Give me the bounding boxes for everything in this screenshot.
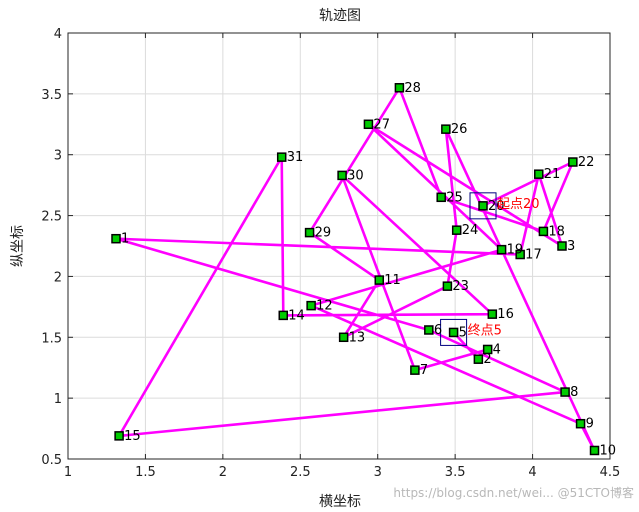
point-marker — [534, 169, 544, 179]
point-label: 9 — [586, 417, 594, 432]
y-tick-label: 2 — [54, 270, 62, 285]
y-tick-label: 0.5 — [41, 453, 62, 468]
point-label: 21 — [544, 167, 561, 182]
point-label: 13 — [349, 330, 366, 345]
point-label: 10 — [600, 443, 617, 458]
point-marker — [448, 327, 459, 338]
annotation-label: 终点5 — [468, 322, 502, 338]
point-marker — [436, 192, 446, 203]
y-tick-label: 3 — [54, 149, 62, 164]
point-marker — [363, 119, 374, 130]
point-labels: 1234567891011121314151617181920212223242… — [121, 81, 616, 459]
x-tick-label: 2 — [219, 465, 227, 480]
point-label: 28 — [404, 81, 421, 96]
point-label: 7 — [420, 363, 428, 378]
point-label: 26 — [451, 122, 468, 137]
point-marker — [568, 157, 578, 167]
point-label: 5 — [459, 325, 467, 340]
point-marker — [304, 227, 315, 238]
point-label: 24 — [462, 223, 479, 238]
x-axis-label: 横坐标 — [319, 494, 361, 510]
point-marker — [538, 226, 549, 237]
x-tick-label: 1.5 — [135, 465, 156, 480]
plot-area-frame — [67, 32, 611, 460]
point-label: 3 — [567, 239, 575, 254]
point-marker — [410, 365, 420, 375]
point-marker — [575, 418, 586, 429]
x-tick-label: 1 — [64, 465, 72, 480]
point-label: 20 — [488, 199, 505, 214]
x-tick-label: 2.5 — [290, 465, 311, 480]
point-marker — [473, 354, 484, 364]
point-marker — [306, 300, 316, 311]
point-label: 30 — [347, 168, 364, 183]
annotations: 起点20 终点5 — [468, 197, 540, 339]
endpoint-boxes — [440, 192, 497, 346]
x-tick-label: 4 — [528, 465, 536, 480]
point-marker — [278, 310, 289, 321]
point-label: 4 — [493, 342, 501, 357]
y-tick-label: 2.5 — [41, 210, 62, 225]
point-label: 29 — [315, 226, 332, 241]
y-tick-label: 1 — [54, 392, 62, 407]
point-label: 17 — [525, 248, 542, 263]
point-marker — [424, 325, 434, 335]
endpoint-box — [440, 318, 468, 346]
point-label: 14 — [288, 308, 305, 323]
watermark: https://blog.csdn.net/wei... @51CTO博客 — [393, 485, 634, 500]
y-tick-label: 3.5 — [41, 88, 62, 103]
point-label: 23 — [452, 279, 469, 294]
point-marker — [276, 152, 287, 162]
point-marker — [478, 201, 488, 211]
point-marker — [487, 309, 498, 319]
point-marker — [589, 445, 600, 456]
point-marker — [394, 83, 405, 93]
point-label: 1 — [121, 232, 129, 247]
point-label: 27 — [373, 117, 390, 132]
point-label: 2 — [483, 352, 491, 367]
axis-ticks: 1 1.5 2 2.5 3 3.5 4 4.50.511.522.533.54 — [41, 27, 620, 480]
point-label: 16 — [497, 307, 514, 322]
y-tick-label: 1.5 — [41, 331, 62, 346]
point-label: 15 — [124, 429, 141, 444]
endpoint-box — [469, 192, 497, 220]
point-marker — [560, 387, 570, 397]
route-lines — [114, 86, 596, 452]
route-series-line — [114, 86, 596, 452]
x-tick-label: 3.5 — [445, 465, 466, 480]
point-label: 11 — [384, 273, 401, 288]
point-marker — [482, 344, 493, 355]
point-marker — [111, 233, 121, 244]
point-marker — [441, 124, 451, 134]
point-marker — [451, 225, 462, 235]
point-marker — [337, 170, 347, 181]
point-marker — [496, 244, 507, 255]
y-axis-label: 纵坐标 — [10, 225, 26, 267]
point-markers — [111, 83, 600, 456]
point-marker — [374, 275, 385, 285]
point-marker — [338, 332, 349, 343]
point-label: 8 — [570, 385, 578, 400]
point-marker — [515, 249, 525, 260]
point-marker — [557, 241, 567, 251]
point-label: 31 — [287, 150, 304, 165]
point-label: 22 — [578, 155, 595, 170]
point-label: 6 — [434, 323, 442, 338]
point-marker — [442, 281, 453, 291]
point-label: 18 — [548, 224, 565, 239]
x-tick-label: 3 — [374, 465, 382, 480]
y-tick-label: 4 — [54, 27, 62, 42]
x-tick-label: 4.5 — [600, 465, 621, 480]
point-marker — [114, 431, 124, 441]
chart-title: 轨迹图 — [319, 8, 361, 24]
annotation-label: 起点20 — [497, 197, 540, 212]
point-label: 19 — [507, 243, 524, 258]
point-label: 12 — [316, 299, 333, 314]
point-label: 25 — [446, 190, 463, 205]
